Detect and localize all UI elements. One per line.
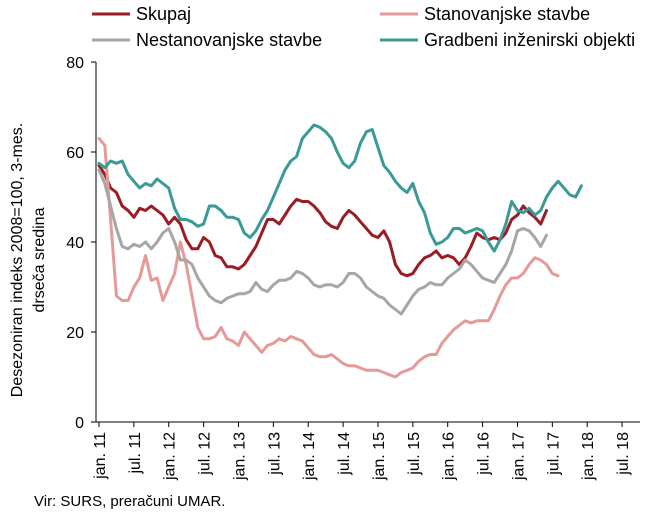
x-tick-label: jan. 12	[162, 432, 179, 481]
legend-label: Nestanovanjske stavbe	[136, 30, 322, 50]
x-tick-label: jul. 16	[476, 432, 493, 476]
x-tick-label: jan. 15	[371, 432, 388, 481]
series-line-3	[97, 168, 548, 316]
legend-label: Skupaj	[136, 4, 191, 24]
y-axis-label-line: drseča sredina	[31, 207, 48, 312]
series-line-2	[97, 137, 560, 379]
y-axis-label-line: Desezoniran indeks 2008=100, 3-mes.	[9, 123, 26, 397]
x-tick-label: jul. 14	[336, 432, 353, 476]
y-tick-label: 0	[75, 415, 84, 432]
source-note: Vir: SURS, preračuni UMAR.	[34, 493, 226, 510]
x-tick-label: jan. 11	[92, 432, 109, 480]
series-line-1	[97, 164, 548, 278]
x-tick-label: jul. 12	[197, 432, 214, 476]
x-tick-label: jul. 18	[615, 432, 632, 476]
x-tick-label: jan. 16	[441, 432, 458, 481]
legend: Skupaj Stanovanjske stavbe Nestanovanjske …	[92, 4, 635, 50]
x-tick-label: jul. 17	[545, 432, 562, 476]
x-tick-label: jul. 13	[266, 432, 283, 476]
legend-label: Stanovanjske stavbe	[424, 4, 590, 24]
x-tick-label: jan. 18	[580, 432, 597, 481]
x-tick-label: jan. 13	[231, 432, 248, 481]
x-axis: jan. 11 jul. 11 jan. 12 jul. 12 jan. 13 jul. …	[92, 421, 640, 481]
y-tick-label: 20	[66, 325, 84, 342]
y-axis: 0 20 40 60 80	[66, 55, 97, 432]
y-tick-label: 60	[66, 145, 84, 162]
x-tick-label: jul. 15	[406, 432, 423, 476]
y-axis-label: Desezoniran indeks 2008=100, 3-mes. drseč…	[9, 123, 48, 397]
x-tick-label: jul. 11	[127, 432, 144, 475]
y-tick-label: 40	[66, 235, 84, 252]
x-tick-label: jan. 17	[510, 432, 527, 481]
x-tick-label: jan. 14	[301, 432, 318, 481]
plot-area	[97, 123, 583, 379]
y-tick-label: 80	[66, 55, 84, 72]
series-line-4	[97, 123, 583, 253]
legend-label: Gradbeni inženirski objekti	[424, 30, 635, 50]
